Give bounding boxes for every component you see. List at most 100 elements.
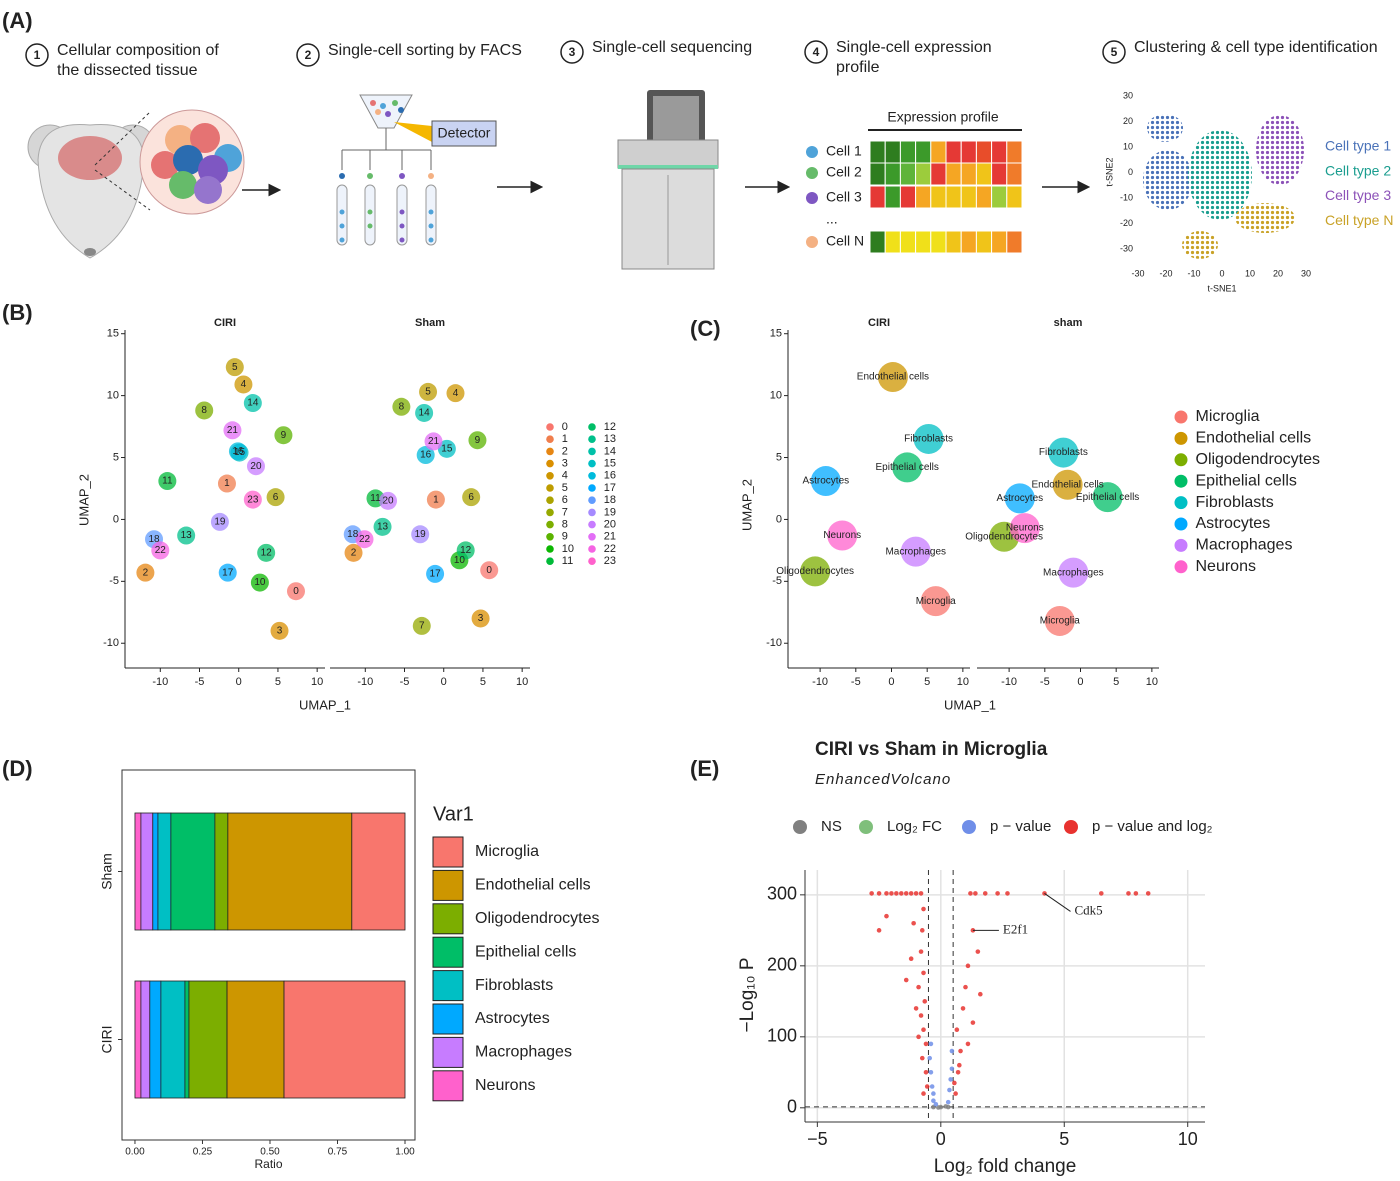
heatmap-cell — [884, 185, 901, 209]
legend-label: 3 — [562, 458, 568, 470]
legend-label: Fibroblasts — [1196, 494, 1274, 511]
step-circle — [560, 40, 584, 64]
heatmap-cell — [945, 140, 962, 164]
x-axis-label: UMAP_1 — [299, 697, 351, 712]
legend-label: 9 — [562, 531, 568, 543]
heatmap-cell — [930, 185, 947, 209]
volcano-point — [958, 1048, 963, 1054]
legend-marker — [588, 533, 596, 541]
legend-label: 5 — [562, 482, 568, 494]
x-tick-label: -10 — [357, 676, 373, 688]
tsne-y-tick-label: -10 — [1120, 192, 1133, 202]
legend-label: 13 — [604, 433, 616, 445]
legend-marker — [546, 435, 554, 444]
legend-marker — [546, 496, 554, 505]
cluster-label: 21 — [227, 425, 239, 436]
cluster-point — [1004, 483, 1035, 514]
volcano-point — [889, 891, 894, 896]
legend-label: 4 — [562, 470, 568, 482]
legend-label: Epithelial cells — [1196, 472, 1297, 489]
legend-marker — [1174, 431, 1188, 445]
heatmap-cell — [899, 162, 917, 186]
cluster-label: Microglia — [916, 596, 956, 607]
cluster-label: 11 — [370, 493, 381, 504]
cluster-label: Macrophages — [885, 546, 946, 557]
legend-marker — [588, 423, 596, 431]
heatmap-cell — [945, 185, 962, 209]
legend-marker — [859, 820, 873, 834]
x-tick-label: 0 — [441, 676, 447, 688]
legend-marker — [1174, 453, 1188, 467]
cluster-point — [412, 616, 431, 635]
volcano-point — [931, 1091, 936, 1096]
legend-label: Epithelial cells — [475, 943, 576, 960]
heatmap-cell — [960, 140, 977, 164]
cluster-label: Epithelial cells — [876, 462, 939, 473]
volcano-point — [933, 1101, 939, 1107]
cluster-label: 2 — [351, 547, 357, 558]
cluster-point — [1058, 557, 1089, 588]
step-label: profile — [836, 59, 880, 76]
bar-segment — [214, 812, 229, 931]
cluster-label: 0 — [486, 565, 492, 576]
cluster-point — [177, 526, 196, 545]
cluster-label: 15 — [441, 443, 453, 454]
cell-type-label: Cell type 3 — [1325, 187, 1391, 203]
legend-swatch — [432, 903, 464, 935]
volcano-point — [884, 913, 889, 919]
volcano-point — [918, 891, 924, 896]
cell-type-label: Cell type 2 — [1325, 162, 1391, 178]
cluster-point — [1009, 513, 1040, 544]
cluster-label: 6 — [273, 492, 279, 503]
legend-swatch — [432, 1070, 464, 1102]
annotation: Cdk5 — [1075, 902, 1103, 917]
legend-marker — [588, 496, 596, 505]
volcano-point — [963, 984, 968, 990]
x-tick-label: 0.00 — [125, 1147, 145, 1158]
cluster-point — [223, 421, 242, 440]
step-label: Single-cell sorting by FACS — [328, 42, 522, 59]
legend-label: Microglia — [475, 843, 539, 860]
heatmap-cell — [869, 162, 886, 186]
x-tick-label: 0 — [236, 676, 242, 688]
volcano-point — [945, 1099, 951, 1105]
volcano-point — [916, 1034, 921, 1040]
sequencer-top — [617, 139, 719, 169]
volcano-point — [955, 1070, 961, 1075]
legend-label: Microglia — [1196, 408, 1260, 425]
volcano-point — [975, 949, 981, 954]
cluster-label: 10 — [254, 577, 266, 588]
cluster-label: 19 — [214, 517, 226, 528]
cell-label: ... — [826, 211, 838, 227]
cluster-label: 20 — [382, 495, 394, 506]
tsne-y-tick-label: -30 — [1120, 243, 1133, 253]
cell-type-label: Cell type N — [1325, 212, 1393, 228]
legend-label: 0 — [562, 421, 568, 433]
legend-swatch — [432, 970, 464, 1002]
volcano-point — [921, 1091, 926, 1096]
legend-marker — [793, 820, 807, 834]
tsne-x-tick-label: -30 — [1131, 268, 1144, 278]
volcano-point — [911, 920, 916, 926]
cluster-label: 4 — [241, 379, 247, 390]
heatmap-cell — [899, 140, 917, 164]
plot-frame — [121, 769, 416, 1141]
legend-label: Oligodendrocytes — [1196, 451, 1321, 468]
bar-segment — [160, 980, 186, 1099]
legend-label: 10 — [562, 543, 574, 555]
cluster-point — [234, 375, 253, 394]
y-tick-label: 15 — [107, 328, 119, 340]
heatmap-cell — [991, 140, 1008, 164]
zoom-line — [94, 169, 151, 211]
tissue-cells — [151, 123, 242, 204]
step-circle — [804, 40, 828, 64]
volcano-point — [970, 1020, 976, 1025]
cluster-label: 7 — [419, 621, 425, 632]
heatmap-cell — [1006, 230, 1023, 254]
legend-label: 21 — [604, 531, 616, 543]
volcano-point — [928, 1070, 934, 1075]
y-axis-label: UMAP_2 — [739, 479, 754, 531]
step-label: Clustering & cell type identification — [1134, 39, 1378, 56]
step-number: 4 — [813, 45, 820, 59]
x-tick-label: -5 — [195, 676, 205, 688]
